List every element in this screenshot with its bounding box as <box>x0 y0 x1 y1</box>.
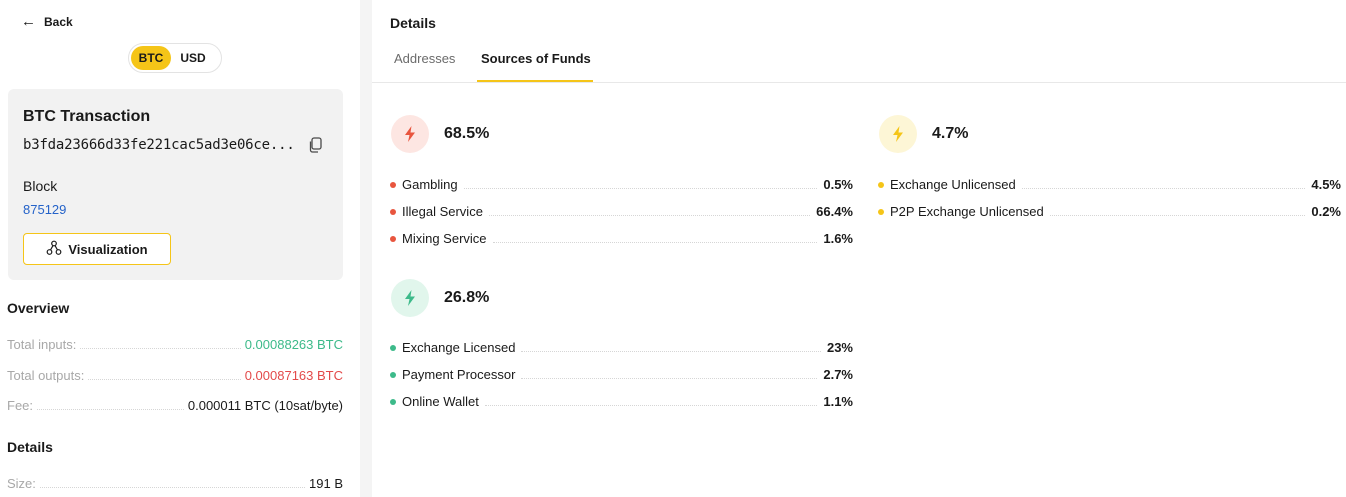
lightning-icon <box>391 279 429 317</box>
source-item: Online Wallet 1.1% <box>389 393 853 409</box>
source-name: Mixing Service <box>402 231 487 246</box>
back-button[interactable]: ← Back <box>21 14 73 29</box>
status-dot <box>390 182 396 188</box>
source-name: Illegal Service <box>402 204 483 219</box>
status-dot <box>390 372 396 378</box>
status-dot <box>390 236 396 242</box>
source-item: Exchange Unlicensed 4.5% <box>877 176 1341 192</box>
source-value: 4.5% <box>1311 177 1341 192</box>
row-label: Total outputs: <box>7 368 85 383</box>
risk-group-percent: 4.7% <box>932 125 969 142</box>
status-dot <box>878 209 884 215</box>
block-label: Block <box>23 178 58 194</box>
row-value: 191 B <box>309 476 343 491</box>
leader-dots <box>37 409 184 410</box>
currency-option-usd[interactable]: USD <box>180 51 206 65</box>
source-value: 66.4% <box>816 204 853 219</box>
transaction-sidebar: ← Back BTC USD BTC Transaction b3fda2366… <box>0 0 360 497</box>
details-tabs: Addresses Sources of Funds <box>372 40 1346 83</box>
lightning-icon <box>391 115 429 153</box>
status-dot <box>390 399 396 405</box>
row-label: Fee: <box>7 398 34 413</box>
row-label: Size: <box>7 476 36 491</box>
details-title: Details <box>7 439 53 455</box>
tab-sources-of-funds[interactable]: Sources of Funds <box>481 51 591 66</box>
leader-dots <box>1049 215 1306 216</box>
source-name: Gambling <box>402 177 458 192</box>
transaction-hash: b3fda23666d33fe221cac5ad3e06ce... <box>23 137 295 153</box>
row-value: 0.00088263 BTC <box>244 337 343 352</box>
block-number-link[interactable]: 875129 <box>23 202 67 217</box>
source-item: Illegal Service 66.4% <box>389 203 853 219</box>
visualization-label: Visualization <box>68 241 148 257</box>
details-panel: Details Addresses Sources of Funds 68.5%… <box>372 0 1346 497</box>
leader-dots <box>1021 188 1306 189</box>
source-item: P2P Exchange Unlicensed 0.2% <box>877 203 1341 219</box>
details-row-size: Size: 191 B <box>7 475 343 491</box>
source-item: Mixing Service 1.6% <box>389 230 853 246</box>
leader-dots <box>521 351 821 352</box>
transaction-card: BTC Transaction b3fda23666d33fe221cac5ad… <box>8 89 343 280</box>
overview-row-fee: Fee: 0.000011 BTC (10sat/byte) <box>7 397 343 413</box>
row-value: 0.00087163 BTC <box>244 368 343 383</box>
leader-dots <box>484 405 818 406</box>
source-value: 1.1% <box>823 394 853 409</box>
copy-icon[interactable] <box>308 137 322 153</box>
leader-dots <box>88 379 241 380</box>
active-tab-indicator <box>477 80 593 82</box>
status-dot <box>390 345 396 351</box>
risk-group-medium: 4.7% <box>879 115 968 153</box>
source-name: Online Wallet <box>402 394 479 409</box>
source-item: Exchange Licensed 23% <box>389 339 853 355</box>
visualization-button[interactable]: Visualization <box>23 233 171 265</box>
source-value: 0.5% <box>823 177 853 192</box>
lightning-icon <box>879 115 917 153</box>
overview-row-total-outputs: Total outputs: 0.00087163 BTC <box>7 367 343 383</box>
back-label: Back <box>44 14 73 29</box>
currency-option-btc[interactable]: BTC <box>131 46 171 70</box>
overview-row-total-inputs: Total inputs: 0.00088263 BTC <box>7 336 343 352</box>
row-value: 0.000011 BTC (10sat/byte) <box>187 398 343 413</box>
transaction-title: BTC Transaction <box>23 108 151 125</box>
overview-title: Overview <box>7 300 70 316</box>
risk-group-percent: 26.8% <box>444 289 490 306</box>
arrow-left-icon: ← <box>21 13 36 30</box>
source-name: Exchange Unlicensed <box>890 177 1016 192</box>
graph-nodes-icon <box>46 240 62 259</box>
tab-addresses[interactable]: Addresses <box>394 51 456 66</box>
risk-group-percent: 68.5% <box>444 125 490 142</box>
leader-dots <box>463 188 818 189</box>
source-value: 1.6% <box>823 231 853 246</box>
source-value: 2.7% <box>823 367 853 382</box>
leader-dots <box>39 487 306 488</box>
leader-dots <box>521 378 818 379</box>
status-dot <box>878 182 884 188</box>
source-value: 23% <box>826 340 853 355</box>
source-value: 0.2% <box>1311 204 1341 219</box>
source-name: Exchange Licensed <box>402 340 516 355</box>
source-name: P2P Exchange Unlicensed <box>890 204 1044 219</box>
details-panel-title: Details <box>390 15 436 31</box>
leader-dots <box>488 215 811 216</box>
status-dot <box>390 209 396 215</box>
source-name: Payment Processor <box>402 367 516 382</box>
leader-dots <box>80 348 241 349</box>
row-label: Total inputs: <box>7 337 77 352</box>
risk-group-high: 68.5% <box>391 115 489 153</box>
source-item: Gambling 0.5% <box>389 176 853 192</box>
leader-dots <box>492 242 818 243</box>
risk-group-low: 26.8% <box>391 279 489 317</box>
source-item: Payment Processor 2.7% <box>389 366 853 382</box>
currency-toggle: BTC USD <box>128 43 222 73</box>
